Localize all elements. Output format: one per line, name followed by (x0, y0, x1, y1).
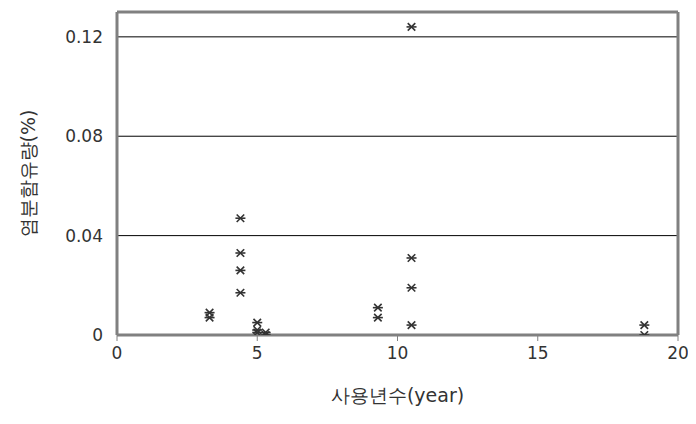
svg-text:10: 10 (387, 343, 409, 363)
svg-text:0.08: 0.08 (65, 126, 103, 146)
svg-text:0: 0 (112, 343, 123, 363)
svg-text:15: 15 (527, 343, 549, 363)
svg-text:사용년수(year): 사용년수(year) (331, 384, 464, 406)
svg-text:0.12: 0.12 (65, 27, 103, 47)
svg-text:5: 5 (252, 343, 263, 363)
svg-text:20: 20 (667, 343, 688, 363)
svg-text:0: 0 (92, 325, 103, 345)
svg-text:염분함유량(%): 염분함유량(%) (17, 110, 39, 238)
svg-text:0.04: 0.04 (65, 226, 103, 246)
